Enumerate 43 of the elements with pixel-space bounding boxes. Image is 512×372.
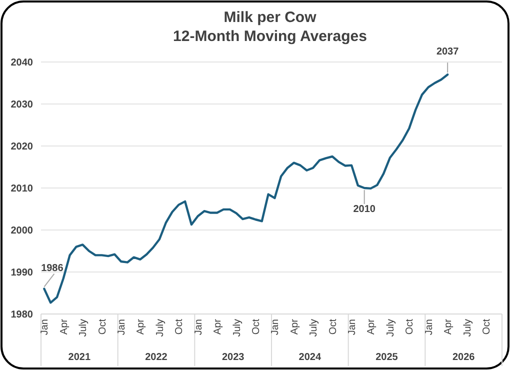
chart-title: Milk per Cow	[224, 9, 317, 26]
text: 2025	[376, 352, 398, 363]
x-tick-label: Apr	[443, 318, 454, 335]
x-tick-label: July	[78, 319, 90, 337]
text: 2023	[222, 352, 245, 363]
x-tick-label: July	[385, 319, 396, 337]
x-tick-label: July	[462, 319, 474, 337]
y-tick-label: 2040	[10, 58, 34, 68]
chart-subtitle: 12-Month Moving Averages	[173, 28, 367, 45]
x-tick-label: Jan	[270, 319, 282, 336]
y-tick-label: 2000	[10, 226, 34, 236]
text: 2021	[68, 352, 91, 363]
text: 2026	[452, 352, 476, 363]
x-tick-label: Jan	[193, 319, 204, 336]
y-tick-label: 2010	[10, 184, 34, 194]
data-label: 2010	[353, 204, 376, 215]
y-tick-label: 2020	[10, 142, 34, 152]
y-tick-label: 1980	[10, 310, 34, 320]
y-tick-label: 1990	[10, 268, 34, 278]
data-label: 1986	[41, 262, 64, 274]
x-tick-label: July	[154, 319, 166, 337]
y-tick-label: 2030	[10, 100, 34, 110]
x-tick-label: Oct	[97, 318, 108, 335]
data-label: 2037	[436, 46, 460, 58]
x-tick-label: Apr	[289, 318, 300, 335]
x-tick-label: Apr	[212, 318, 224, 335]
x-tick-label: Jan	[40, 319, 51, 336]
x-tick-label: Jan	[116, 319, 128, 336]
x-tick-label: Apr	[136, 318, 147, 335]
x-tick-label: Oct	[174, 318, 186, 335]
text: 2024	[298, 352, 322, 363]
x-tick-label: Oct	[404, 318, 416, 335]
x-tick-label: July	[308, 319, 320, 337]
x-tick-label: Oct	[481, 318, 492, 335]
x-tick-label: Jan	[424, 319, 435, 336]
x-tick-label: Apr	[58, 318, 70, 335]
x-tick-label: Oct	[328, 318, 339, 335]
x-tick-label: Oct	[250, 318, 262, 335]
x-tick-label: July	[232, 319, 243, 337]
line-series	[43, 74, 449, 304]
text: 2022	[145, 352, 168, 363]
x-tick-label: Jan	[347, 319, 358, 336]
x-tick-label: Apr	[366, 318, 378, 335]
